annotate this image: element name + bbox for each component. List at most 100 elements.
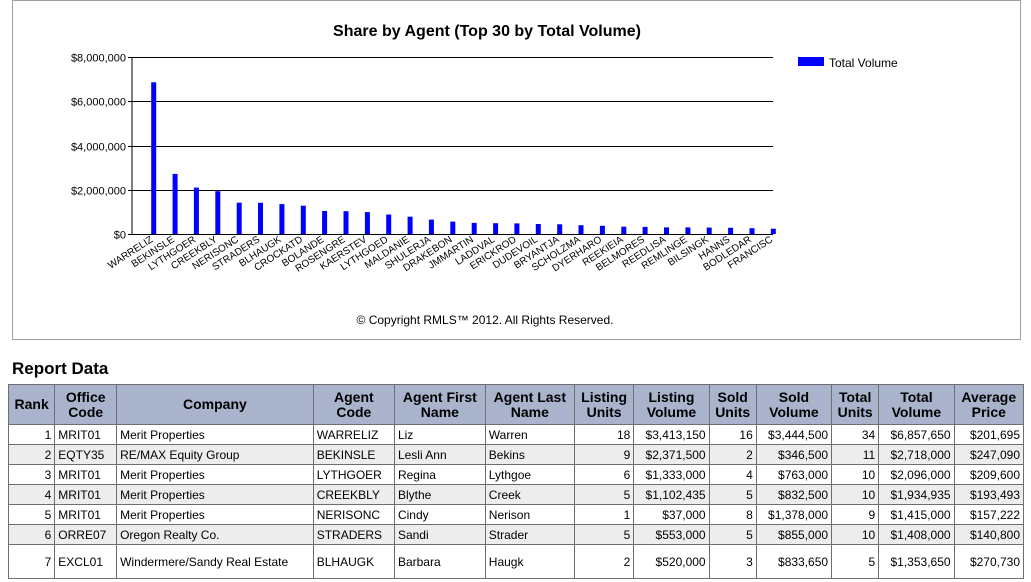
column-header-text: Volume [646,403,697,420]
column-header: Company [116,384,314,425]
x-axis-ticks: WARRELIZBEKINSLELYTHGOERCREEKBLYNERISONC… [106,234,775,275]
table-cell: $520,000 [633,544,710,579]
table-cell: 1 [7,424,56,445]
bar [428,219,434,234]
table-cell: $2,371,500 [633,444,710,465]
table-cell: 18 [573,424,635,445]
table-cell: $1,333,000 [633,464,710,485]
table-cell: $346,500 [755,444,833,465]
table-cell: $3,413,150 [633,424,710,445]
column-header-text: Price [971,403,1006,420]
y-tick-label: $4,000,000 [71,142,126,154]
table-cell: Regina [393,464,486,485]
y-tick-label: $2,000,000 [71,186,126,198]
bar [685,227,691,234]
table-cell: MRIT01 [54,424,118,445]
bar [493,223,499,234]
bar [749,228,755,234]
bar [557,224,563,234]
table-cell: LYTHGOER [312,464,395,485]
gridlines [132,57,773,191]
table-cell: MRIT01 [54,484,118,505]
table-cell: WARRELIZ [312,424,395,445]
table-cell: $1,102,435 [633,484,710,505]
bar [407,216,413,234]
y-tick-label: $8,000,000 [71,53,126,65]
table-cell: $833,650 [755,544,833,579]
column-header-text: Name [510,403,549,420]
table-cell: 10 [831,524,880,545]
bar [728,227,734,234]
column-header-text: Code [336,403,372,420]
table-cell: ORRE07 [54,524,118,545]
table-cell: $157,222 [953,504,1025,525]
bar-chart: Share by Agent (Top 30 by Total Volume) … [71,23,898,327]
bar [258,202,263,234]
column-header-text: Units [715,403,751,420]
table-cell: 5 [573,524,635,545]
column-header: Agent Code [312,384,395,425]
y-axis-ticks: $0 $2,000,000 $4,000,000 $6,000,000 $8,000,0… [71,53,132,242]
column-header: Average Price [953,384,1025,425]
bar [364,212,370,234]
table-cell: CREEKBLY [312,484,395,505]
table-cell: 3 [7,464,56,485]
table-cell: Creek [484,484,575,505]
legend-swatch [798,57,824,66]
table-cell: 4 [7,484,56,505]
table-cell: Sandi [393,524,486,545]
table-cell: $37,000 [633,504,710,525]
bar [215,191,221,234]
column-header-text: Volume [769,403,819,420]
bar [578,225,584,234]
table-header-row: Rank Office Code Company Agent Code Agent Firs… [7,384,1025,425]
table-row: 7 EXCL01 Windermere/Sandy Real Estate BLHAU… [7,544,1025,579]
column-header-text: Code [68,403,104,420]
legend-label: Total Volume [829,56,898,70]
column-header: Agent Last Name [484,384,575,425]
copyright-text: © Copyright RMLS™ 2012. All Rights Reser… [357,313,614,327]
column-header-text: Office [65,388,106,405]
bar [706,227,712,234]
column-header: Office Code [54,384,118,425]
table-cell: Merit Properties [116,464,314,485]
bar [193,187,199,234]
table-cell: 5 [573,484,635,505]
report-table: Rank Office Code Company Agent Code Agent Firs… [7,384,1025,579]
column-header: Sold Units [708,384,757,425]
column-header-text: Volume [891,403,942,420]
table-cell: $3,444,500 [755,424,833,445]
table-cell: $1,415,000 [878,504,955,525]
bar [279,204,285,234]
table-row: 4 MRIT01 Merit Properties CREEKBLY Blythe Cre… [7,484,1025,505]
column-header: Total Volume [878,384,955,425]
bar [172,173,178,234]
table-cell: $1,934,935 [878,484,955,505]
table-cell: 5 [708,484,757,505]
column-header-text: Company [183,396,247,412]
bar [642,226,648,234]
table-cell: Merit Properties [116,424,314,445]
table-cell: $553,000 [633,524,710,545]
table-cell: STRADERS [312,524,395,545]
table-row: 6 ORRE07 Oregon Realty Co. STRADERS Sandi Str… [7,524,1025,545]
table-cell: 4 [708,464,757,485]
table-cell: 6 [7,524,56,545]
bar [343,211,349,234]
table-cell: 6 [573,464,635,485]
table-cell: 2 [573,544,635,579]
table-cell: $1,408,000 [878,524,955,545]
bars [151,82,776,234]
table-cell: Merit Properties [116,504,314,525]
table-body: 1 MRIT01 Merit Properties WARRELIZ Liz Warren… [7,424,1025,579]
bar [621,226,627,234]
y-tick-label: $6,000,000 [71,97,126,109]
column-header: Listing Units [573,384,635,425]
table-cell: Bekins [484,444,575,465]
column-header-text: Agent Last [493,388,567,405]
table-cell: 5 [708,524,757,545]
table-cell: 2 [708,444,757,465]
column-header-text: Units [586,403,622,420]
table-cell: 34 [831,424,880,445]
table-cell: 1 [573,504,635,525]
